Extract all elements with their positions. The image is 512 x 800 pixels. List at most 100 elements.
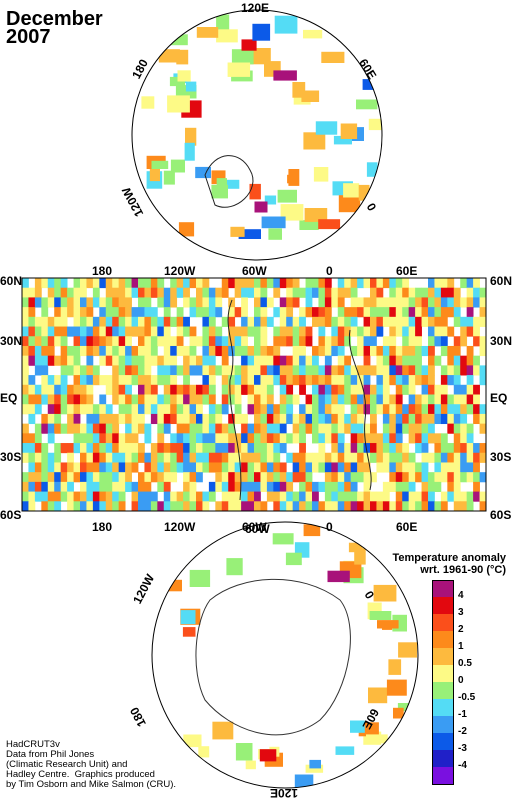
anomaly-cell [473, 316, 480, 327]
anomaly-cell [337, 326, 345, 337]
legend-title-line1: Temperature anomaly [392, 552, 506, 564]
anomaly-cell [54, 404, 62, 415]
anomaly-cell [440, 326, 448, 337]
anomaly-cell [266, 481, 274, 492]
anomaly-cell [47, 278, 55, 289]
anomaly-cell [318, 394, 326, 405]
anomaly-cell [22, 404, 29, 415]
anomaly-cell [279, 423, 287, 434]
anomaly-cell [92, 316, 100, 327]
anomaly-cell [312, 278, 319, 289]
data-credit: HadCRUT3v Data from Phil Jones (Climatic… [6, 739, 176, 790]
anomaly-cell [299, 365, 306, 376]
anomaly-cell [466, 316, 474, 327]
anomaly-cell [453, 394, 461, 405]
anomaly-cell [447, 472, 455, 483]
anomaly-cell [228, 278, 236, 289]
anomaly-cell [273, 443, 281, 454]
anomaly-cell [241, 423, 248, 434]
anomaly-cell [338, 195, 361, 213]
anomaly-cell [402, 355, 410, 366]
anomaly-cell [447, 355, 455, 366]
anomaly-cell [260, 394, 268, 405]
anomaly-cell [41, 443, 49, 454]
anomaly-cell [318, 326, 326, 337]
anomaly-cell [389, 375, 397, 386]
anomaly-cell [67, 394, 74, 405]
anomaly-cell [47, 336, 55, 347]
anomaly-cell [266, 404, 274, 415]
anomaly-cell [131, 462, 139, 473]
anomaly-cell [363, 452, 371, 463]
anomaly-cell [99, 423, 107, 434]
anomaly-cell [22, 307, 29, 318]
anomaly-cell [157, 462, 165, 473]
anomaly-cell [105, 326, 113, 337]
anomaly-cell [299, 491, 306, 502]
anomaly-cell [47, 472, 55, 483]
anomaly-cell [344, 462, 352, 473]
anomaly-cell [479, 336, 486, 347]
anomaly-cell [241, 433, 248, 444]
anomaly-cell [150, 307, 158, 318]
anomaly-cell [196, 423, 203, 434]
anomaly-cell [421, 433, 429, 444]
anomaly-cell [28, 307, 36, 318]
anomaly-cell [421, 443, 429, 454]
anomaly-cell [434, 316, 442, 327]
anomaly-cell [350, 375, 358, 386]
anomaly-cell [241, 307, 248, 318]
anomaly-cell [47, 384, 55, 395]
anomaly-cell [234, 472, 242, 483]
anomaly-cell [299, 413, 306, 425]
right-axis-30n: 30N [490, 334, 512, 348]
anomaly-cell [105, 307, 113, 318]
anomaly-cell [318, 219, 341, 230]
anomaly-cell [60, 297, 68, 308]
anomaly-cell [370, 384, 377, 395]
anomaly-cell [395, 345, 403, 357]
anomaly-cell [176, 278, 184, 289]
anomaly-cell [273, 365, 281, 376]
anomaly-cell [41, 307, 49, 318]
anomaly-cell [80, 423, 87, 434]
anomaly-cell [228, 394, 236, 405]
anomaly-cell [189, 307, 197, 318]
anomaly-cell [176, 326, 184, 337]
anomaly-cell [343, 183, 360, 198]
anomaly-cell [286, 452, 294, 463]
anomaly-cell [196, 384, 203, 395]
anomaly-cell [54, 443, 62, 454]
anomaly-cell [118, 452, 126, 463]
anomaly-cell [377, 620, 399, 629]
anomaly-cell [112, 452, 120, 463]
anomaly-cell [428, 472, 435, 483]
legend-swatch [432, 631, 454, 648]
anomaly-cell [28, 491, 36, 502]
anomaly-cell [389, 413, 397, 425]
anomaly-cell [479, 365, 486, 376]
anomaly-cell [312, 316, 319, 327]
anomaly-cell [318, 278, 326, 289]
anomaly-cell [208, 336, 216, 347]
anomaly-cell [112, 481, 120, 492]
anomaly-cell [234, 501, 242, 511]
anomaly-cell [34, 491, 42, 502]
anomaly-cell [479, 443, 486, 454]
anomaly-cell [131, 443, 139, 454]
anomaly-cell [118, 462, 126, 473]
anomaly-cell [337, 345, 345, 357]
anomaly-cell [370, 452, 377, 463]
anomaly-cell [395, 491, 403, 502]
anomaly-cell [479, 413, 486, 425]
anomaly-cell [176, 394, 184, 405]
anomaly-cell [440, 501, 448, 511]
anomaly-cell [105, 472, 113, 483]
anomaly-cell [370, 326, 377, 337]
anomaly-cell [112, 278, 120, 289]
anomaly-cell [460, 472, 468, 483]
anomaly-cell [41, 297, 49, 308]
anomaly-cell [234, 365, 242, 376]
anomaly-cell [80, 481, 87, 492]
anomaly-cell [421, 481, 429, 492]
